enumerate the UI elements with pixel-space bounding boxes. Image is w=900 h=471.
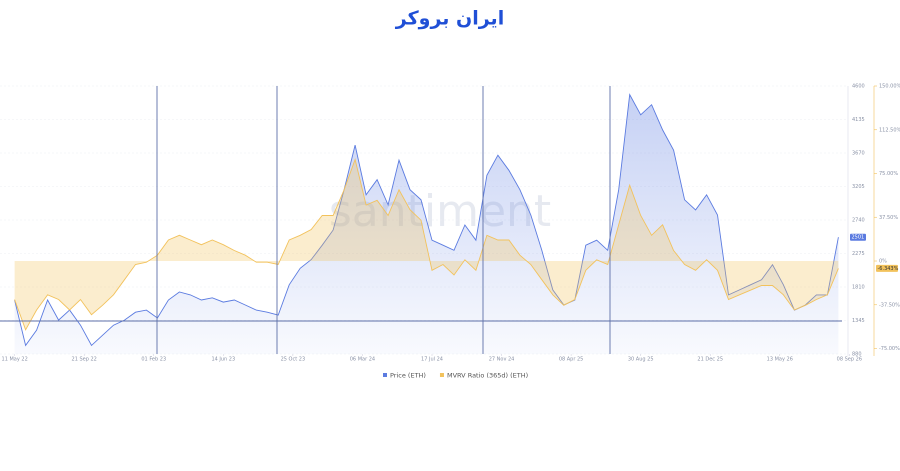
y-tick-label: 1810 (852, 285, 865, 291)
y2-tick-label: 150.00% (879, 84, 900, 90)
y2-tick-label: 75.00% (879, 171, 898, 177)
y-tick-label: 1345 (852, 318, 865, 324)
annotations (0, 86, 842, 354)
x-tick-label: 21 Sep 22 (72, 357, 97, 363)
legend-swatch (439, 373, 444, 377)
area (14, 94, 839, 354)
y-tick-label: 3205 (852, 184, 865, 190)
y-tick-label: 880 (852, 352, 862, 358)
x-tick-label: 14 Jun 23 (211, 357, 235, 363)
y2-tick-label: 0% (879, 259, 887, 265)
value-label: -6.343% (878, 266, 899, 272)
line (14, 157, 839, 331)
x-tick-label: 08 Apr 25 (559, 357, 584, 363)
y2-tick-label: 112.50% (879, 127, 900, 133)
legend-label: MVRV Ratio (365d) (ETH) (447, 372, 528, 380)
y-tick-label: 4600 (852, 84, 865, 90)
x-tick-label: 17 Jul 24 (421, 357, 443, 363)
legend-label: Price (ETH) (390, 372, 426, 380)
value-label: 2501 (852, 235, 865, 241)
area (14, 159, 839, 330)
x-tick-label: 06 Mar 24 (350, 357, 375, 363)
x-tick-label: 21 Dec 25 (697, 357, 723, 363)
x-tick-label: 25 Oct 23 (281, 357, 306, 363)
y2-tick-label: -75.00% (879, 346, 900, 352)
x-tick-label: 08 Sep 26 (837, 357, 862, 363)
legend-swatch (383, 373, 387, 377)
y-tick-label: 2275 (852, 251, 865, 257)
x-tick-label: 01 Feb 23 (141, 357, 166, 363)
x-tick-label: 11 May 22 (2, 357, 28, 363)
x-tick-label: 27 Nov 24 (489, 357, 515, 363)
line (14, 93, 839, 347)
y-tick-label: 4135 (852, 117, 865, 123)
x-tick-label: 30 Aug 25 (628, 357, 654, 363)
value-label-box (850, 233, 866, 241)
y-tick-label: 2740 (852, 218, 865, 224)
y-tick-label: 3670 (852, 151, 865, 157)
value-label-box (876, 264, 898, 272)
y2-tick-label: 37.50% (879, 215, 898, 221)
x-tick-label: 13 May 26 (767, 357, 793, 363)
logo: ایران بروکر (395, 8, 504, 30)
y2-tick-label: -37.50% (879, 302, 900, 308)
